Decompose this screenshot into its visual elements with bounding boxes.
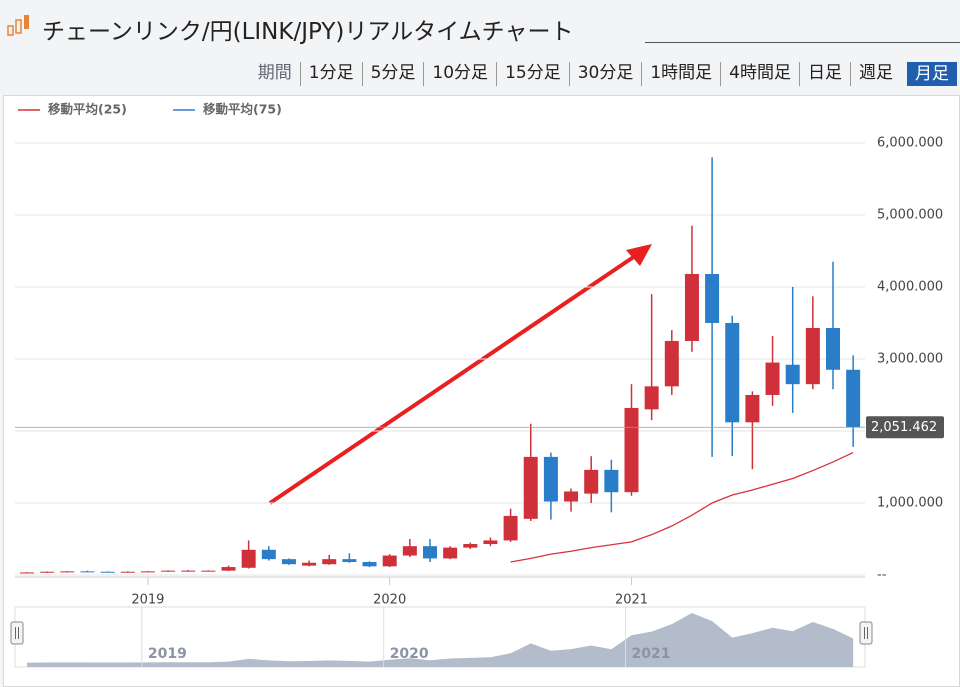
candle-body: [564, 491, 579, 502]
x-tick-label: 2020: [373, 593, 406, 608]
legend-label: 移動平均(25): [48, 102, 127, 117]
candle-body: [443, 547, 458, 559]
candle-body: [523, 456, 538, 519]
navigator-area: [27, 613, 854, 667]
x-tick-label: 2021: [615, 593, 648, 608]
candle-body: [281, 559, 296, 565]
title-rule: [645, 42, 960, 43]
candle-body: [140, 571, 155, 573]
logo-icon: [7, 15, 29, 36]
current-price-box: [866, 416, 944, 439]
candle-body: [181, 570, 196, 572]
candle-body: [80, 571, 95, 573]
trend-arrow: [268, 252, 640, 505]
candle-body: [765, 362, 780, 395]
current-price-label: 2,051.462: [871, 420, 937, 435]
candle-body: [120, 571, 135, 573]
candle-body: [261, 549, 276, 560]
period-tab[interactable]: 10分足: [423, 62, 496, 86]
navigator-handle[interactable]: [859, 621, 873, 645]
period-tab[interactable]: 30分足: [568, 62, 642, 86]
candle-body: [705, 273, 720, 323]
candle-body: [785, 364, 800, 385]
y-tick-label: 6,000.000: [877, 135, 943, 150]
candle-body: [342, 559, 357, 563]
y-tick-label: 3,000.000: [877, 351, 943, 366]
period-tab[interactable]: 15分足: [496, 62, 569, 86]
navigator-label: 2020: [390, 646, 429, 662]
candle-body: [805, 328, 820, 385]
period-tab[interactable]: 1時間足: [641, 62, 720, 86]
navigator-label: 2019: [148, 646, 187, 662]
candle-body: [664, 340, 679, 387]
y-tick-label: 5,000.000: [877, 207, 943, 222]
candle-body: [40, 571, 55, 573]
candle-body: [322, 559, 337, 565]
candle-body: [604, 469, 619, 493]
candle-body: [20, 572, 34, 574]
legend-label: 移動平均(75): [203, 102, 282, 117]
candle-body: [745, 394, 760, 423]
candle-body: [362, 562, 377, 567]
chart-panel: [3, 95, 960, 687]
candle-body: [221, 567, 236, 571]
candle-body: [826, 328, 840, 370]
x-tick-label: 2019: [131, 593, 164, 608]
page-title: チェーンリンク/円(LINK/JPY)リアルタイムチャート: [42, 19, 574, 45]
trend-arrow-head: [626, 244, 652, 266]
candle-body: [161, 570, 176, 572]
candle-body: [463, 544, 478, 548]
period-tabs: 期間 1分足 5分足 10分足 15分足 30分足 1時間足 4時間足 日足 週足 月足: [250, 62, 957, 86]
candle-body: [503, 515, 518, 541]
candle-body: [382, 555, 397, 567]
candle-body: [584, 469, 599, 494]
candle-body: [302, 562, 317, 566]
period-tab[interactable]: 月足: [907, 62, 957, 86]
candle-body: [483, 540, 498, 545]
period-tab[interactable]: 週足: [850, 62, 901, 86]
candle-body: [644, 386, 659, 410]
candle-body: [60, 571, 75, 573]
candle-body: [402, 546, 417, 556]
candle-body: [543, 456, 558, 502]
period-tab[interactable]: 日足: [799, 62, 850, 86]
tabs-label: 期間: [257, 63, 292, 83]
candle-body: [684, 273, 699, 341]
y-tick-label: --: [877, 567, 887, 582]
candle-body: [241, 549, 256, 568]
period-tab[interactable]: 1分足: [299, 62, 362, 86]
navigator-handle[interactable]: [10, 621, 24, 645]
y-tick-label: 1,000.000: [877, 495, 943, 510]
ma-line: [510, 451, 854, 563]
period-tab[interactable]: 5分足: [361, 62, 424, 86]
candle-body: [423, 546, 437, 559]
candle-body: [201, 570, 216, 572]
y-tick-label: 4,000.000: [877, 279, 943, 294]
candle-body: [725, 322, 740, 423]
period-tab[interactable]: 4時間足: [720, 62, 799, 86]
candle-body: [100, 571, 115, 573]
candle-body: [624, 407, 639, 493]
navigator-label: 2021: [632, 646, 671, 662]
candle-body: [846, 369, 861, 428]
